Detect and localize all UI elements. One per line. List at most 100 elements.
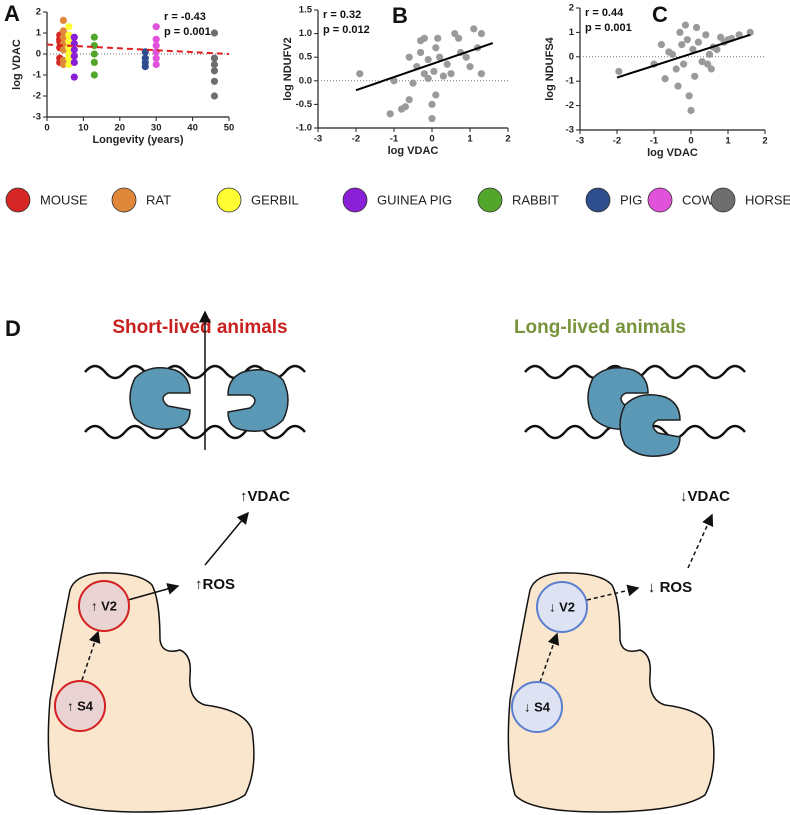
y-tick-label: 1.0 — [299, 28, 312, 39]
data-point — [90, 71, 98, 79]
data-point — [674, 82, 682, 90]
y-axis-title: log VDAC — [11, 39, 23, 90]
data-point — [687, 106, 695, 115]
data-point — [657, 41, 666, 49]
y-tick-label: 0 — [36, 49, 41, 60]
arrow — [539, 632, 560, 683]
data-point — [70, 52, 78, 60]
data-point — [432, 44, 440, 52]
x-tick-label: -1 — [650, 136, 659, 147]
complex-circle — [511, 681, 563, 733]
data-point — [470, 25, 478, 33]
data-point — [689, 45, 697, 54]
data-point — [210, 54, 219, 62]
complex-label: ↑ V2 — [91, 598, 117, 613]
data-point — [466, 63, 474, 71]
chart: -3 -2 -1 0 1 2 -3 -2 -1 0 1 2 log VDAC log NDUFS4 r = … — [544, 2, 768, 159]
annotation: r = 0.44 — [585, 7, 624, 19]
data-point — [70, 46, 78, 54]
x-tick-label: 10 — [78, 123, 89, 134]
data-point — [405, 96, 413, 104]
data-point — [432, 91, 440, 99]
legend-swatch — [5, 187, 31, 213]
panel-label: C — [652, 2, 668, 27]
data-point — [420, 70, 428, 78]
data-point — [704, 60, 712, 68]
data-point — [424, 55, 432, 64]
arrow — [204, 511, 249, 566]
complex-circle — [54, 680, 106, 732]
y-tick-label: -3 — [566, 125, 574, 136]
data-point — [65, 31, 73, 39]
legend-label: GERBIL — [251, 192, 299, 207]
data-point — [439, 72, 447, 80]
data-point — [707, 65, 715, 73]
data-point — [443, 60, 451, 68]
data-point — [59, 16, 67, 24]
data-point — [59, 33, 67, 41]
data-point — [672, 65, 680, 73]
y-tick-label: 2 — [36, 7, 41, 18]
data-point — [210, 29, 219, 37]
data-point — [676, 28, 684, 36]
data-point — [390, 77, 398, 85]
data-point — [90, 33, 98, 41]
data-point — [59, 46, 67, 54]
data-point — [152, 42, 160, 50]
data-point — [680, 60, 688, 68]
data-point — [210, 77, 219, 85]
data-point — [59, 60, 67, 69]
data-point — [90, 42, 98, 50]
data-point — [713, 45, 721, 54]
data-point — [70, 73, 78, 81]
data-point — [691, 72, 699, 80]
data-point — [210, 92, 219, 100]
data-point — [152, 60, 160, 69]
x-axis-title: Longevity (years) — [92, 134, 183, 146]
complex-circle — [78, 580, 130, 632]
x-tick-label: 30 — [151, 123, 162, 134]
y-axis-title: log NDUFS4 — [544, 36, 556, 100]
legend-label: PIG — [620, 192, 642, 207]
data-point — [434, 34, 442, 42]
data-point — [90, 58, 98, 66]
y-tick-label: -0.5 — [296, 99, 313, 110]
y-tick-label: 1.5 — [299, 5, 313, 16]
ros-label: ↓ ROS — [648, 579, 692, 596]
data-point — [462, 53, 470, 61]
x-tick-label: -3 — [576, 136, 584, 147]
legend-swatch — [585, 187, 611, 213]
y-tick-label: -2 — [566, 100, 574, 111]
data-point — [401, 103, 409, 111]
fit-line — [616, 33, 751, 79]
data-point — [685, 92, 693, 100]
y-tick-label: 0 — [569, 51, 574, 62]
data-point — [447, 70, 455, 78]
data-point — [661, 75, 669, 83]
x-tick-label: 2 — [505, 134, 510, 145]
annotation: p = 0.001 — [164, 26, 211, 38]
data-point — [405, 53, 413, 61]
x-tick-label: 1 — [725, 136, 731, 147]
x-tick-label: 1 — [467, 134, 473, 145]
data-point — [409, 79, 417, 87]
data-point — [735, 31, 743, 39]
panel-label: D — [5, 316, 21, 341]
x-tick-label: 50 — [224, 123, 235, 134]
legend-swatch — [342, 187, 368, 213]
legend-label: HORSE — [745, 192, 790, 207]
data-point — [210, 67, 219, 75]
data-point — [65, 23, 73, 31]
y-tick-label: 2 — [569, 3, 574, 14]
y-tick-label: -1.0 — [296, 123, 312, 134]
data-point — [717, 33, 725, 41]
panel-label: A — [4, 1, 20, 26]
y-tick-label: -2 — [33, 91, 41, 102]
data-point — [70, 58, 78, 66]
annotation: p = 0.001 — [585, 22, 632, 34]
data-point — [430, 67, 438, 75]
data-point — [428, 100, 436, 108]
data-point — [141, 63, 149, 71]
